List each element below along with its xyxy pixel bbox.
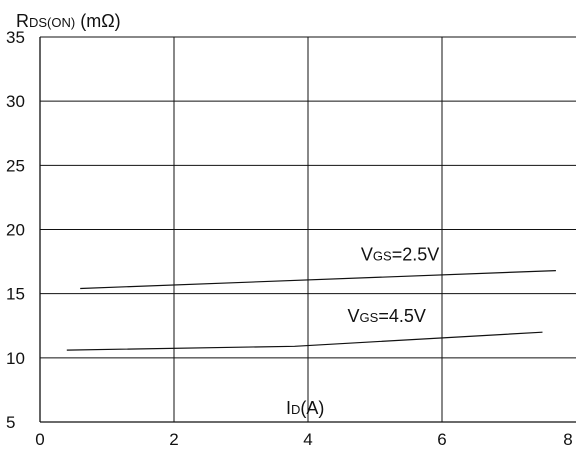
y-tick-label: 30 — [6, 92, 25, 111]
x-tick-label: 4 — [303, 430, 312, 449]
grid — [40, 37, 576, 422]
x-tick-label: 6 — [437, 430, 446, 449]
series-label-0: VGS=2.5V — [361, 245, 439, 265]
x-tick-label: 2 — [169, 430, 178, 449]
y-tick-label: 10 — [6, 349, 25, 368]
y-axis-label-sub: DS(ON) — [29, 15, 75, 30]
y-tick-label: 5 — [6, 413, 15, 432]
series-line-1 — [67, 332, 543, 350]
y-axis-label-unit: (mΩ) — [75, 11, 120, 31]
x-tick-label: 0 — [35, 430, 44, 449]
y-tick-label: 20 — [6, 221, 25, 240]
series-labels: VGS=2.5V VGS=4.5V — [348, 245, 440, 327]
series-label-1: VGS=4.5V — [348, 306, 426, 326]
x-axis-label: ID(A) — [286, 398, 324, 418]
y-axis-label: RDS(ON) (mΩ) — [16, 11, 121, 31]
y-tick-label: 15 — [6, 285, 25, 304]
x-tick-label: 8 — [563, 430, 572, 449]
series-lines — [67, 271, 556, 351]
series-line-0 — [80, 271, 556, 289]
x-axis-label-unit: (A) — [300, 398, 324, 418]
y-axis-label-main: R — [16, 11, 29, 31]
x-axis-label-sub: D — [291, 402, 300, 417]
y-tick-label: 25 — [6, 156, 25, 175]
